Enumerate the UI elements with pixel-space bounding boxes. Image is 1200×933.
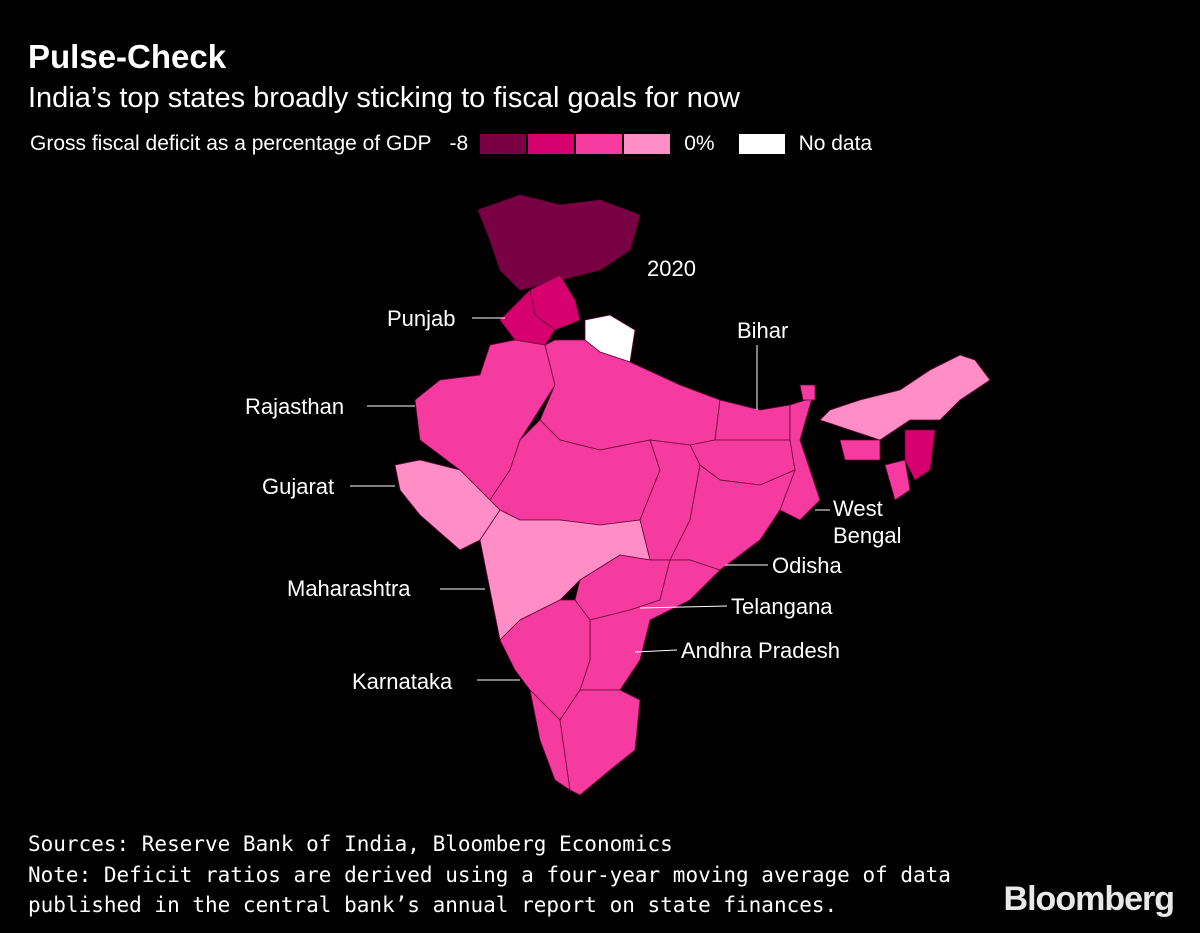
label-maharashtra: Maharashtra — [287, 576, 411, 601]
label-karnataka: Karnataka — [352, 669, 453, 694]
note-line-2: published in the central bank’s annual r… — [28, 893, 838, 917]
label-west-bengal-1: West — [833, 496, 883, 521]
leader-line — [634, 649, 678, 653]
legend-min: -8 — [449, 132, 469, 155]
state-karnataka — [499, 599, 591, 721]
legend-no-data-swatch — [738, 134, 785, 154]
label-andhra-pradesh: Andhra Pradesh — [681, 638, 840, 663]
label-punjab: Punjab — [387, 306, 456, 331]
legend-scale — [480, 134, 672, 154]
state-bihar — [714, 399, 791, 446]
title: Pulse-Check — [28, 38, 227, 75]
state-jammu-and-kashmir — [477, 194, 641, 291]
legend: Gross fiscal deficit as a percentage of … — [30, 132, 872, 156]
label-odisha: Odisha — [772, 553, 842, 578]
label-gujarat: Gujarat — [262, 474, 335, 499]
label-telangana: Telangana — [731, 594, 833, 619]
state-mizoram — [904, 429, 936, 481]
state-tripura — [884, 459, 911, 501]
state-kerala — [529, 688, 571, 791]
state-odisha — [669, 464, 796, 571]
label-rajasthan: Rajasthan — [245, 394, 345, 419]
state-meghalaya — [839, 439, 881, 461]
legend-swatch-3 — [576, 134, 623, 154]
legend-swatch-4 — [624, 134, 671, 154]
legend-label: Gross fiscal deficit as a percentage of … — [30, 132, 432, 155]
year-label: 2020 — [647, 256, 696, 281]
state-assam — [819, 354, 991, 441]
legend-swatch-2 — [528, 134, 575, 154]
state-west-bengal — [779, 397, 821, 521]
legend-max: 0% — [684, 132, 715, 155]
legend-swatch-1 — [480, 134, 527, 154]
sources: Sources: Reserve Bank of India, Bloomber… — [28, 832, 673, 856]
state-sikkim — [799, 384, 816, 401]
label-west-bengal-2: Bengal — [833, 523, 902, 548]
leader-line — [639, 605, 728, 609]
subtitle: India’s top states broadly sticking to f… — [28, 82, 740, 114]
note-line-1: Note: Deficit ratios are derived using a… — [28, 863, 951, 887]
label-bihar: Bihar — [737, 318, 789, 343]
bloomberg-logo: Bloomberg — [1003, 880, 1175, 918]
legend-no-data: No data — [798, 132, 873, 155]
state-tamil-nadu — [559, 689, 641, 796]
